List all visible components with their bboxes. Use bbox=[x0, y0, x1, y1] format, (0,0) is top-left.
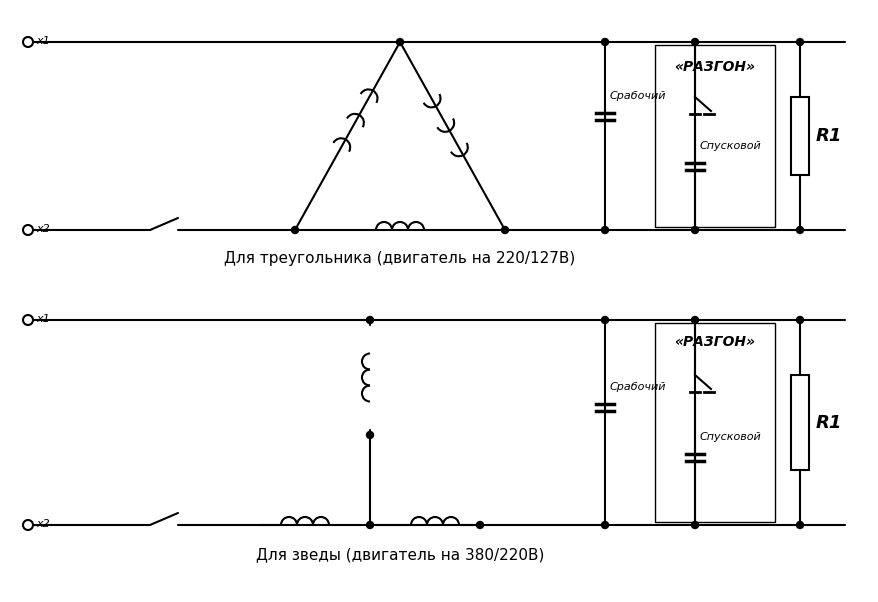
Circle shape bbox=[476, 521, 483, 529]
Circle shape bbox=[291, 226, 299, 234]
Circle shape bbox=[691, 226, 698, 234]
Circle shape bbox=[23, 520, 33, 530]
Text: Срабочий: Срабочий bbox=[609, 382, 666, 393]
Circle shape bbox=[795, 39, 802, 46]
Text: R1: R1 bbox=[815, 127, 841, 145]
Bar bbox=[790, 375, 808, 470]
Circle shape bbox=[396, 39, 403, 46]
Bar bbox=[654, 323, 774, 522]
Text: Для треугольника (двигатель на 220/127В): Для треугольника (двигатель на 220/127В) bbox=[224, 250, 575, 265]
Circle shape bbox=[601, 39, 608, 46]
Text: Спусковой: Спусковой bbox=[699, 432, 761, 442]
Circle shape bbox=[501, 226, 507, 234]
Circle shape bbox=[601, 226, 608, 234]
Text: «РАЗГОН»: «РАЗГОН» bbox=[673, 60, 754, 74]
Circle shape bbox=[366, 521, 373, 529]
Text: x1: x1 bbox=[36, 314, 50, 324]
Circle shape bbox=[795, 521, 802, 529]
Text: Спусковой: Спусковой bbox=[699, 141, 761, 151]
Circle shape bbox=[366, 317, 373, 323]
Text: x2: x2 bbox=[36, 224, 50, 234]
Bar bbox=[790, 97, 808, 175]
Circle shape bbox=[795, 317, 802, 323]
Text: Для зведы (двигатель на 380/220В): Для зведы (двигатель на 380/220В) bbox=[255, 547, 543, 562]
Circle shape bbox=[795, 226, 802, 234]
Circle shape bbox=[691, 317, 698, 323]
Text: R1: R1 bbox=[815, 414, 841, 432]
Circle shape bbox=[601, 521, 608, 529]
Circle shape bbox=[23, 225, 33, 235]
Circle shape bbox=[601, 317, 608, 323]
Text: «РАЗГОН»: «РАЗГОН» bbox=[673, 335, 754, 349]
Circle shape bbox=[23, 315, 33, 325]
Circle shape bbox=[366, 432, 373, 438]
Text: x1: x1 bbox=[36, 36, 50, 46]
Circle shape bbox=[691, 521, 698, 529]
Text: Срабочий: Срабочий bbox=[609, 91, 666, 101]
Circle shape bbox=[691, 39, 698, 46]
Text: x2: x2 bbox=[36, 519, 50, 529]
Circle shape bbox=[23, 37, 33, 47]
Bar bbox=[654, 45, 774, 227]
